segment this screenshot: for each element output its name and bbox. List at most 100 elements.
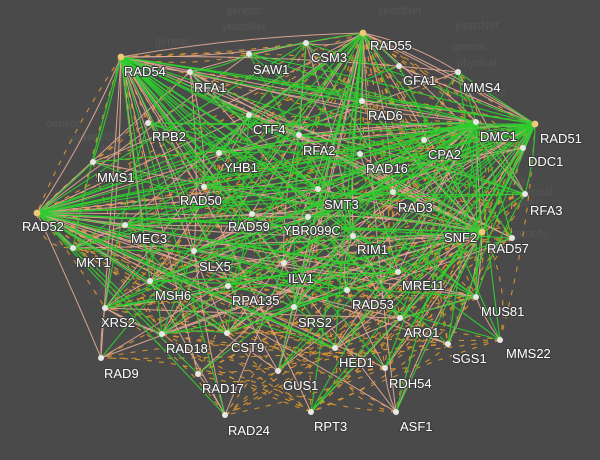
graph-edge bbox=[189, 71, 477, 123]
graph-edge bbox=[72, 56, 122, 249]
graph-node-gus1[interactable] bbox=[275, 368, 281, 374]
graph-edge bbox=[36, 152, 220, 214]
graph-node-dmc1[interactable] bbox=[473, 119, 479, 125]
graph-edge bbox=[361, 100, 513, 239]
graph-node-ddc1[interactable] bbox=[520, 145, 526, 151]
graph-edge bbox=[161, 333, 501, 354]
graph-node-mkt1[interactable] bbox=[70, 245, 76, 251]
graph-node-cpa2[interactable] bbox=[421, 137, 427, 143]
graph-node-mec3[interactable] bbox=[122, 222, 128, 228]
graph-edge bbox=[359, 32, 364, 155]
graph-node-hed1[interactable] bbox=[332, 345, 338, 351]
graph-edge bbox=[189, 53, 250, 73]
graph-node-cst9[interactable] bbox=[224, 330, 230, 336]
graph-node-rad52[interactable] bbox=[33, 209, 41, 217]
graph-node-mus81[interactable] bbox=[473, 294, 479, 300]
node-label-mms1: MMS1 bbox=[97, 170, 135, 185]
graph-node-ctf4[interactable] bbox=[246, 112, 252, 118]
graph-node-yhb1[interactable] bbox=[216, 150, 222, 156]
node-label-rad18: RAD18 bbox=[166, 341, 208, 356]
graph-edge bbox=[293, 306, 336, 349]
graph-node-ybr099c[interactable] bbox=[305, 214, 311, 220]
graph-node-rad6[interactable] bbox=[359, 98, 365, 104]
node-label-rfa3: RFA3 bbox=[530, 203, 563, 218]
graph-node-rfa1[interactable] bbox=[187, 69, 193, 75]
graph-node-mms4[interactable] bbox=[455, 69, 461, 75]
graph-node-rim1[interactable] bbox=[350, 233, 356, 239]
coexpression-edge-layer bbox=[36, 32, 536, 416]
graph-node-rad54[interactable] bbox=[117, 53, 125, 61]
graph-node-rad16[interactable] bbox=[357, 151, 363, 157]
graph-node-slx5[interactable] bbox=[191, 248, 197, 254]
graph-edge bbox=[36, 114, 250, 214]
graph-node-aro1[interactable] bbox=[397, 315, 403, 321]
graph-node-xrs2[interactable] bbox=[102, 305, 108, 311]
graph-node-rfa2[interactable] bbox=[296, 132, 302, 138]
watermark-text: physical bbox=[100, 279, 140, 291]
graph-node-csm3[interactable] bbox=[303, 40, 309, 46]
graph-node-gfa1[interactable] bbox=[396, 63, 402, 69]
graph-edge bbox=[384, 231, 483, 369]
graph-node-rpa135[interactable] bbox=[225, 283, 231, 289]
graph-edge bbox=[124, 123, 536, 226]
graph-node-ilv1[interactable] bbox=[281, 260, 287, 266]
graph-node-rfa3[interactable] bbox=[522, 191, 528, 197]
graph-edge bbox=[399, 121, 477, 319]
node-label-ddc1: DDC1 bbox=[528, 154, 563, 169]
graph-edge bbox=[149, 280, 336, 349]
watermark-text: genetic bbox=[46, 118, 82, 130]
graph-edge bbox=[361, 100, 425, 141]
graph-edge bbox=[226, 296, 477, 334]
graph-node-sgs1[interactable] bbox=[445, 341, 451, 347]
graph-edge bbox=[193, 191, 394, 252]
graph-node-mms1[interactable] bbox=[90, 159, 96, 165]
graph-edge bbox=[161, 333, 397, 413]
graph-edge bbox=[104, 307, 163, 335]
graph-node-rad9[interactable] bbox=[98, 355, 104, 361]
graph-edge bbox=[92, 56, 122, 163]
graph-edge bbox=[124, 224, 228, 334]
graph-node-rad59[interactable] bbox=[249, 211, 255, 217]
graph-node-rad24[interactable] bbox=[222, 412, 228, 418]
graph-node-rad3[interactable] bbox=[390, 189, 396, 195]
graph-node-rad17[interactable] bbox=[195, 371, 201, 377]
graph-node-saw1[interactable] bbox=[246, 51, 252, 57]
graph-node-rad53[interactable] bbox=[344, 287, 350, 293]
graph-edge bbox=[218, 42, 307, 154]
graph-node-rad18[interactable] bbox=[159, 331, 165, 337]
graph-node-rad51[interactable] bbox=[531, 120, 539, 128]
graph-edge bbox=[475, 121, 501, 341]
graph-node-asf1[interactable] bbox=[393, 409, 399, 415]
graph-edge bbox=[120, 56, 149, 124]
graph-edge bbox=[120, 56, 205, 188]
watermark-text: genetic bbox=[155, 36, 191, 48]
graph-node-mre11[interactable] bbox=[395, 269, 401, 275]
node-layer[interactable] bbox=[33, 29, 539, 418]
graph-node-srs2[interactable] bbox=[291, 304, 297, 310]
graph-edge bbox=[293, 42, 307, 308]
graph-node-rpt3[interactable] bbox=[308, 409, 314, 415]
node-label-msh6: MSH6 bbox=[155, 288, 191, 303]
graph-edge bbox=[120, 55, 459, 73]
graph-edge bbox=[36, 212, 151, 282]
graph-node-rad55[interactable] bbox=[359, 29, 367, 37]
graph-edge bbox=[226, 237, 513, 334]
graph-edge bbox=[392, 191, 483, 233]
graph-node-rad50[interactable] bbox=[201, 184, 207, 190]
graph-node-rad57[interactable] bbox=[509, 235, 515, 241]
graph-edge bbox=[277, 32, 364, 372]
graph-node-rpb2[interactable] bbox=[145, 120, 151, 126]
graph-edge bbox=[36, 161, 94, 214]
graph-node-msh6[interactable] bbox=[147, 278, 153, 284]
graph-edge bbox=[397, 237, 513, 273]
graph-node-smt3[interactable] bbox=[315, 186, 321, 192]
graph-edge bbox=[149, 134, 300, 282]
graph-edge bbox=[36, 53, 250, 214]
graph-edge bbox=[161, 250, 195, 335]
graph-node-snf2[interactable] bbox=[478, 228, 486, 236]
graph-node-rdh54[interactable] bbox=[382, 365, 388, 371]
graph-node-mms22[interactable] bbox=[497, 337, 503, 343]
graph-edge bbox=[395, 123, 536, 413]
graph-edge bbox=[72, 247, 195, 252]
